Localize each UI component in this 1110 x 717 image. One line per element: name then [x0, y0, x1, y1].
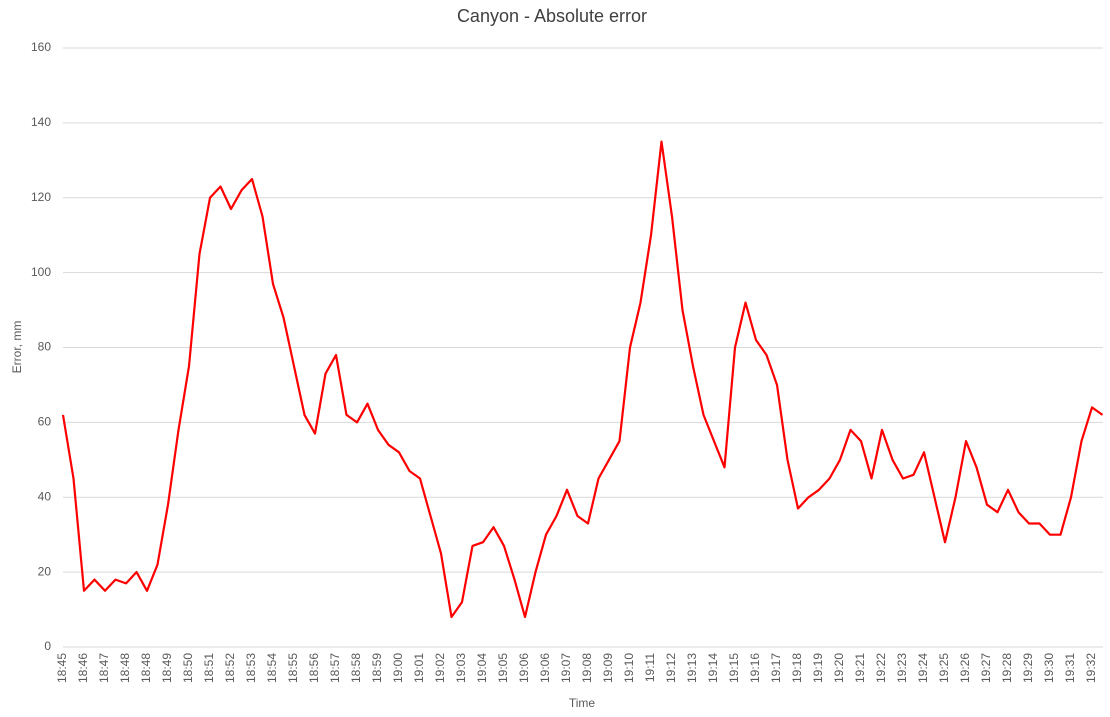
- y-tick-label: 80: [38, 340, 52, 354]
- x-tick-label: 18:45: [55, 653, 69, 683]
- x-tick-label: 19:25: [937, 653, 951, 683]
- x-tick-label: 19:20: [832, 653, 846, 683]
- x-tick-label: 18:59: [370, 653, 384, 683]
- x-tick-label: 18:46: [76, 653, 90, 683]
- x-tick-label: 19:28: [1000, 653, 1014, 683]
- x-tick-label: 19:06: [538, 653, 552, 683]
- x-tick-label: 19:27: [979, 653, 993, 683]
- x-tick-label: 19:32: [1084, 653, 1098, 683]
- x-tick-label: 19:04: [475, 653, 489, 683]
- x-tick-label: 19:07: [559, 653, 573, 683]
- x-tick-label: 19:05: [496, 653, 510, 683]
- y-tick-label: 40: [38, 489, 52, 503]
- x-tick-label: 19:29: [1021, 653, 1035, 683]
- y-tick-label: 20: [38, 564, 52, 578]
- x-tick-label: 19:21: [853, 653, 867, 683]
- x-tick-label: 18:58: [349, 653, 363, 683]
- x-tick-label: 18:48: [139, 653, 153, 683]
- x-tick-label: 19:01: [412, 653, 426, 683]
- y-tick-label: 60: [38, 415, 52, 429]
- x-tick-label: 19:31: [1063, 653, 1077, 683]
- x-tick-label: 19:24: [916, 653, 930, 683]
- x-tick-label: 18:48: [118, 653, 132, 683]
- x-tick-label: 19:13: [685, 653, 699, 683]
- y-axis-label: Error, mm: [10, 321, 24, 374]
- x-tick-label: 19:18: [790, 653, 804, 683]
- data-line: [61, 140, 1104, 619]
- x-axis-label: Time: [569, 696, 596, 710]
- x-tick-label: 18:53: [244, 653, 258, 683]
- x-tick-label: 18:56: [307, 653, 321, 683]
- x-tick-label: 18:54: [265, 653, 279, 683]
- y-tick-label: 0: [44, 639, 51, 653]
- x-tick-label: 19:23: [895, 653, 909, 683]
- x-tick-label: 18:47: [97, 653, 111, 683]
- x-tick-label: 19:19: [811, 653, 825, 683]
- y-tick-label: 140: [31, 115, 51, 129]
- x-tick-label: 19:12: [664, 653, 678, 683]
- x-tick-label: 19:10: [622, 653, 636, 683]
- x-tick-label: 19:02: [433, 653, 447, 683]
- y-tick-label: 120: [31, 190, 51, 204]
- x-tick-label: 19:15: [727, 653, 741, 683]
- y-tick-label: 160: [31, 40, 51, 54]
- x-tick-label: 19:06: [517, 653, 531, 683]
- x-tick-label: 19:30: [1042, 653, 1056, 683]
- x-tick-label: 19:11: [643, 653, 657, 682]
- x-tick-label: 19:22: [874, 653, 888, 683]
- x-tick-label: 19:00: [391, 653, 405, 683]
- x-tick-label: 18:57: [328, 653, 342, 683]
- x-tick-label: 19:17: [769, 653, 783, 683]
- x-tick-label: 19:16: [748, 653, 762, 683]
- y-tick-label: 100: [31, 265, 51, 279]
- x-tick-label: 18:52: [223, 653, 237, 683]
- x-tick-label: 19:09: [601, 653, 615, 683]
- x-tick-label: 19:03: [454, 653, 468, 683]
- x-tick-label: 19:08: [580, 653, 594, 683]
- x-tick-label: 19:26: [958, 653, 972, 683]
- x-tick-label: 18:55: [286, 653, 300, 683]
- x-tick-label: 18:50: [181, 653, 195, 683]
- chart-title: Canyon - Absolute error: [457, 6, 647, 26]
- x-tick-label: 19:14: [706, 653, 720, 683]
- x-tick-label: 18:49: [160, 653, 174, 683]
- x-tick-label: 18:51: [202, 653, 216, 683]
